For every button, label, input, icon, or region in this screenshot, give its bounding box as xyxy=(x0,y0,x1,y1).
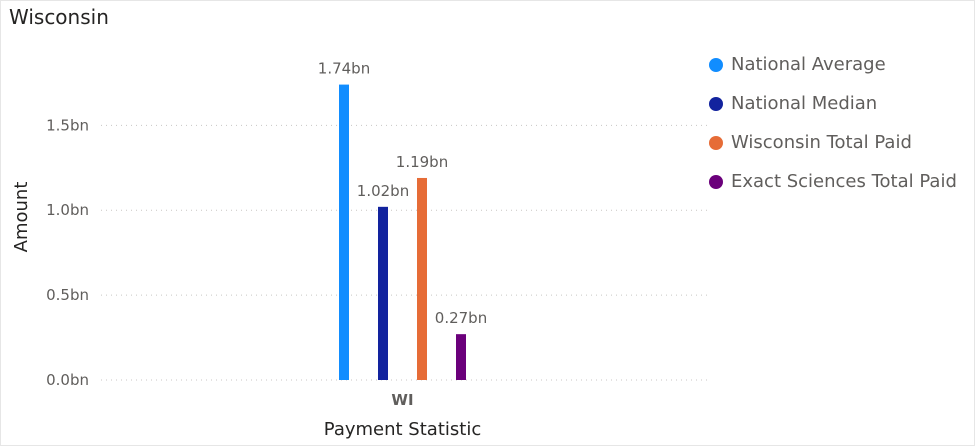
bars xyxy=(339,84,466,380)
legend-marker xyxy=(709,57,723,72)
y-axis-title: Amount xyxy=(11,182,32,253)
data-label: 0.27bn xyxy=(435,309,487,327)
legend-label: National Median xyxy=(731,93,878,114)
bar-wisconsin-total-paid[interactable] xyxy=(417,177,427,380)
y-tick-label: 1.0bn xyxy=(46,201,89,219)
legend-label: National Average xyxy=(731,54,886,75)
y-tick-label: 0.5bn xyxy=(46,286,89,304)
legend-item[interactable]: National Average xyxy=(709,45,957,84)
bar-national-median[interactable] xyxy=(378,206,388,380)
legend-marker xyxy=(709,96,723,111)
data-label: 1.02bn xyxy=(357,182,409,200)
y-tick-label: 1.5bn xyxy=(46,116,89,134)
bar-exact-sciences-total-paid[interactable] xyxy=(456,334,466,380)
legend-label: Exact Sciences Total Paid xyxy=(731,171,957,192)
legend-marker xyxy=(709,174,723,189)
legend-label: Wisconsin Total Paid xyxy=(731,132,912,153)
legend-item[interactable]: National Median xyxy=(709,84,957,123)
legend-marker xyxy=(709,135,723,150)
data-labels: 1.74bn 1.02bn 1.19bn 0.27bn xyxy=(318,60,487,328)
legend-item[interactable]: Wisconsin Total Paid xyxy=(709,123,957,162)
chart-title: Wisconsin xyxy=(9,5,109,29)
bar-national-average[interactable] xyxy=(339,84,349,380)
x-tick-label: WI xyxy=(391,391,413,409)
x-axis-title: Payment Statistic xyxy=(324,419,481,440)
data-label: 1.74bn xyxy=(318,60,370,78)
gridlines xyxy=(101,124,711,381)
y-tick-label: 0.0bn xyxy=(46,371,89,389)
y-axis-ticks: 0.0bn 0.5bn 1.0bn 1.5bn xyxy=(46,116,89,389)
data-label: 1.19bn xyxy=(396,153,448,171)
chart-legend: National Average National Median Wisconsin… xyxy=(709,45,957,201)
legend-item[interactable]: Exact Sciences Total Paid xyxy=(709,162,957,201)
